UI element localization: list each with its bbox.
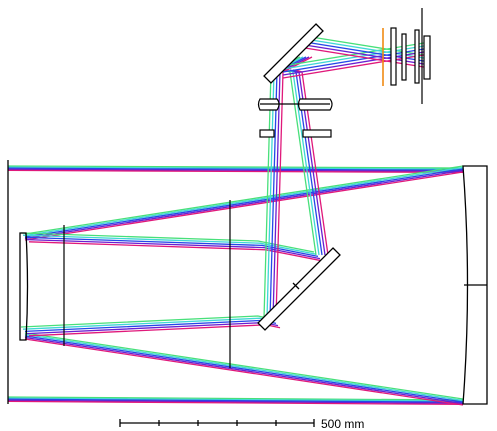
primary-to-secondary-ray	[24, 335, 464, 403]
secondary-to-fold-ray	[26, 238, 321, 260]
primary-mirror	[462, 165, 488, 405]
incoming-ray-bottom	[7, 398, 464, 403]
scale-bar-label: 500 mm	[321, 417, 364, 431]
primary-to-secondary-ray	[24, 333, 464, 402]
incoming-ray-top	[7, 168, 464, 172]
primary-to-secondary-ray	[24, 338, 464, 406]
incoming-ray-top	[7, 165, 464, 169]
ray-bundles	[7, 35, 464, 406]
primary-to-secondary-ray	[24, 165, 464, 235]
incoming-ray-bottom	[7, 400, 464, 406]
secondary-to-fold-ray	[20, 232, 315, 253]
incoming-ray-top	[7, 169, 464, 174]
fold-to-focal-ray	[304, 44, 431, 66]
fold-to-fold-ray	[269, 56, 307, 319]
primary-to-secondary-ray	[24, 171, 464, 241]
secondary-to-fold-ray	[26, 321, 279, 335]
secondary-mirror	[19, 232, 29, 341]
focal-plane-assembly	[382, 8, 431, 104]
lens-group	[257, 98, 333, 138]
baffles	[63, 200, 231, 368]
primary-to-secondary-ray	[24, 168, 464, 238]
incoming-ray-bottom	[7, 399, 464, 404]
fold-mirror-upper	[263, 23, 324, 84]
scale-bar	[119, 419, 315, 427]
incoming-ray-bottom	[7, 397, 464, 402]
fold-to-focal-ray	[304, 35, 431, 57]
secondary-to-fold-ray	[24, 236, 319, 258]
fold-to-focal-ray	[304, 41, 431, 63]
secondary-to-fold-ray	[28, 324, 281, 337]
incoming-ray-top	[7, 167, 464, 171]
fold-to-focal-ray	[304, 47, 431, 69]
fold-mirror-lower	[257, 247, 341, 331]
primary-to-secondary-ray	[24, 166, 464, 237]
primary-to-secondary-ray	[24, 332, 464, 400]
fold-to-focal-ray	[304, 38, 431, 60]
primary-to-secondary-ray	[24, 336, 464, 405]
fold-to-fold-ray	[266, 56, 304, 319]
secondary-to-fold-ray	[22, 234, 317, 255]
incoming-ray-bottom	[7, 396, 464, 401]
primary-to-secondary-ray	[24, 169, 464, 240]
incoming-ray-top	[7, 166, 464, 170]
